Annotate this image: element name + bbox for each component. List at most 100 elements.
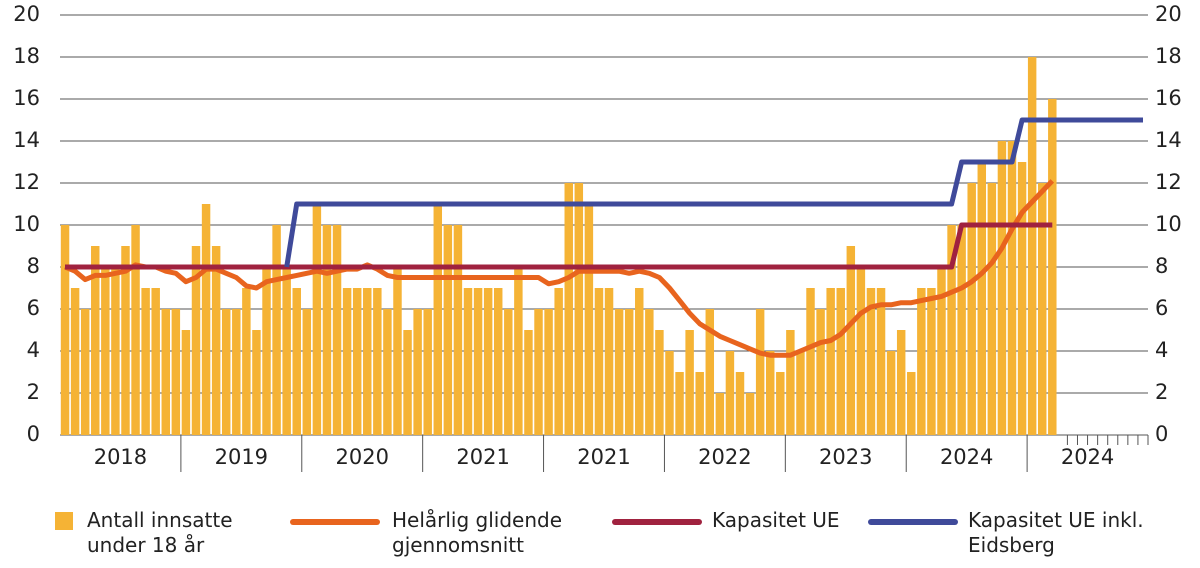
bar xyxy=(181,330,191,435)
bar xyxy=(846,246,856,435)
bar xyxy=(735,372,745,435)
bar xyxy=(937,267,946,435)
bar xyxy=(665,351,674,435)
bar xyxy=(352,288,362,435)
bar xyxy=(363,288,372,435)
y-tick-label: 14 xyxy=(13,128,40,152)
y-tick-label: 18 xyxy=(13,44,40,68)
bar xyxy=(544,309,553,435)
line xyxy=(284,117,1143,268)
bar xyxy=(141,288,150,435)
bar xyxy=(272,225,281,435)
y2-tick-label: 10 xyxy=(1155,212,1182,236)
y2-tick-label: 4 xyxy=(1155,338,1168,362)
y2-tick-label: 16 xyxy=(1155,86,1182,110)
x-group-label: 2024 xyxy=(1061,445,1114,469)
legend-key xyxy=(868,519,958,525)
bar xyxy=(776,372,785,435)
bar xyxy=(645,309,654,435)
bar xyxy=(211,246,221,435)
bar xyxy=(342,288,352,435)
bar xyxy=(997,141,1007,435)
bar xyxy=(332,225,342,435)
bar xyxy=(947,225,956,435)
bar xyxy=(403,330,412,435)
bar xyxy=(423,309,432,435)
bar xyxy=(886,351,896,435)
bar xyxy=(1017,162,1027,435)
bar xyxy=(111,267,120,435)
bar xyxy=(393,267,402,435)
bar xyxy=(705,309,715,435)
bar xyxy=(896,330,906,435)
y2-tick-label: 2 xyxy=(1155,380,1168,404)
x-group-label: 2023 xyxy=(819,445,872,469)
bar xyxy=(101,267,110,435)
bar xyxy=(635,288,644,435)
plot: 0 2 4 6 8 10 12 14 16 18 20 0 2 4 6 8 10 12 14 16 18 20 2018 20… xyxy=(13,2,1182,472)
bar xyxy=(604,288,614,435)
y-tick-label: 6 xyxy=(27,296,40,320)
bar xyxy=(373,288,382,435)
bar xyxy=(161,309,171,435)
bar xyxy=(917,288,926,435)
y2-tick-label: 18 xyxy=(1155,44,1182,68)
bar xyxy=(584,204,594,435)
bar xyxy=(745,393,755,435)
y2-tick-label: 0 xyxy=(1155,422,1168,446)
x-group-label: 2020 xyxy=(335,445,388,469)
bar xyxy=(322,225,332,435)
bar xyxy=(715,393,725,435)
bar xyxy=(675,372,684,435)
y2-tick-label: 20 xyxy=(1155,2,1182,26)
legend-label: Kapasitet UE inkl. Eidsberg xyxy=(968,508,1144,557)
bar xyxy=(876,288,886,435)
bar xyxy=(695,372,704,435)
x-group-label: 2018 xyxy=(94,445,147,469)
bar xyxy=(242,288,251,435)
legend-label: Antall innsatte under 18 år xyxy=(87,508,233,557)
bar xyxy=(554,288,563,435)
bar xyxy=(594,288,604,435)
bar xyxy=(312,204,322,435)
bar xyxy=(443,225,453,435)
bar xyxy=(413,309,422,435)
y-tick-label: 20 xyxy=(13,2,40,26)
bar xyxy=(574,183,584,435)
bar xyxy=(624,309,634,435)
bar xyxy=(1037,183,1047,435)
bar xyxy=(524,330,533,435)
bar xyxy=(907,372,916,435)
bar xyxy=(786,330,795,435)
bar xyxy=(927,288,936,435)
bar xyxy=(504,309,513,435)
bar xyxy=(987,183,997,435)
bar xyxy=(614,309,624,435)
bar xyxy=(91,246,100,435)
bar xyxy=(1048,99,1057,435)
bar xyxy=(292,288,301,435)
y-tick-label: 8 xyxy=(27,254,40,278)
bar xyxy=(433,204,443,435)
y2-tick-label: 14 xyxy=(1155,128,1182,152)
bar xyxy=(564,183,573,435)
bar xyxy=(302,309,312,435)
y2-tick-label: 8 xyxy=(1155,254,1168,278)
bar xyxy=(836,288,845,435)
bar xyxy=(685,330,694,435)
bar xyxy=(534,309,543,435)
x-group-label: 2021 xyxy=(456,445,509,469)
bar xyxy=(977,162,987,435)
y-tick-label: 10 xyxy=(13,212,40,236)
bar xyxy=(483,288,493,435)
bar xyxy=(131,225,140,435)
bar xyxy=(453,225,463,435)
legend-label: Kapasitet UE xyxy=(712,508,840,532)
bar xyxy=(957,225,966,435)
bar xyxy=(463,288,473,435)
x-group-label: 2022 xyxy=(698,445,751,469)
bar xyxy=(282,267,291,435)
bar xyxy=(856,267,866,435)
bar xyxy=(80,309,90,435)
